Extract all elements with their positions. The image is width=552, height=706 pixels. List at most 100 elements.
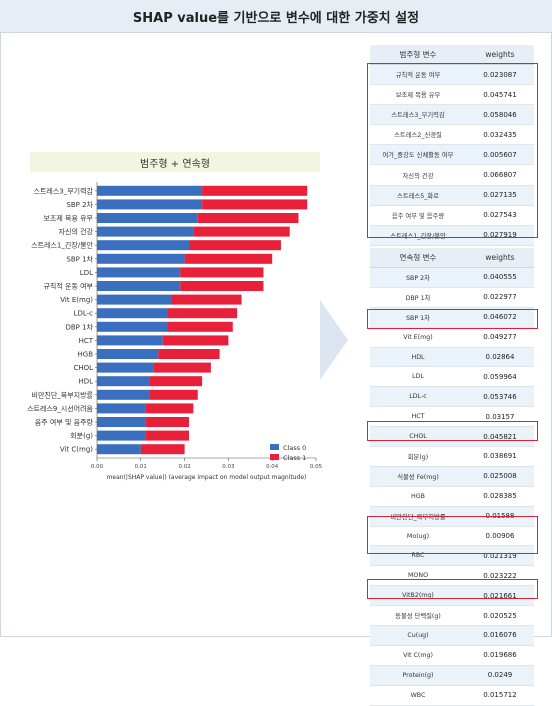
bar-segment-class-1	[184, 253, 273, 264]
bar-segment-class-1	[171, 294, 242, 305]
variable-name-cell: VitB2(mg)	[370, 585, 466, 607]
bar-segment-class-1	[167, 321, 233, 332]
table-header-weights: weights	[466, 248, 534, 268]
table-row: LDL 0.059964	[370, 366, 534, 388]
bar-segment-class-1	[162, 335, 229, 346]
weight-value-cell: 0.03157	[466, 406, 534, 428]
weight-value-cell: 0.027135	[466, 185, 534, 206]
x-tick-label: 0.03	[222, 464, 235, 470]
bar-segment-class-0	[97, 185, 203, 196]
x-tick-label: 0.01	[135, 464, 147, 470]
variable-name-cell: SBP 1차	[370, 307, 466, 328]
table-row: 음주 여부 및 음주량 0.027543	[370, 205, 534, 226]
bar-segment-class-0	[97, 226, 194, 237]
bar-segment-class-1	[153, 362, 211, 373]
bar-segment-class-0	[97, 308, 168, 319]
variable-name-cell: 규칙적 운동 여부	[370, 64, 466, 86]
table-row: DBP 1차 0.022977	[370, 287, 534, 308]
weight-value-cell: 0.01588	[466, 506, 534, 527]
bar-segment-class-0	[97, 267, 181, 278]
bar-segment-class-0	[97, 417, 146, 427]
weight-value-cell: 0.053746	[466, 386, 534, 408]
legend-label: Class 1	[283, 454, 306, 462]
weight-value-cell: 0.045821	[466, 426, 534, 448]
bar-segment-class-0	[97, 403, 146, 414]
variable-name-cell: Mo(ug)	[370, 526, 466, 547]
bar-segment-class-1	[180, 267, 264, 278]
legend-label: Class 0	[283, 444, 306, 452]
bar-segment-class-1	[188, 240, 281, 251]
variable-name-cell: 자신의 건강	[370, 164, 466, 186]
variable-name-cell: WBC	[370, 685, 466, 706]
weight-value-cell: 0.058046	[466, 104, 534, 126]
table-row: Mo(ug) 0.00906	[370, 526, 534, 547]
variable-name-cell: RBC	[370, 545, 466, 567]
variable-name-cell: LDL-c	[370, 386, 466, 408]
weight-value-cell: 0.025008	[466, 466, 534, 487]
table-row: LDL-c 0.053746	[370, 386, 534, 408]
variable-name-cell: 식물성 Fe(mg)	[370, 466, 466, 487]
table-row: MONO 0.023222	[370, 565, 534, 587]
bar-segment-class-0	[97, 253, 185, 264]
bar-segment-class-1	[197, 213, 299, 223]
table-header-variable: 범주형 변수	[370, 45, 466, 65]
weight-value-cell: 0.038691	[466, 446, 534, 467]
bar-segment-class-1	[149, 389, 198, 400]
table-row: 보조제 복용 유무 0.045741	[370, 84, 534, 106]
variable-name-cell: 보조제 복용 유무	[370, 84, 466, 106]
table-row: HDL 0.02864	[370, 347, 534, 368]
variable-name-cell: HDL	[370, 347, 466, 368]
variable-name-cell: 스트레스3_무기력감	[370, 104, 466, 126]
weight-value-cell: 0.049277	[466, 327, 534, 348]
y-tick-label: 규칙적 운동 여부	[43, 282, 93, 291]
y-tick-label: Vit E(mg)	[60, 296, 93, 304]
table-row: 스트레스3_무기력감 0.058046	[370, 104, 534, 126]
y-tick-label: 자신의 건강	[59, 227, 94, 236]
weight-value-cell: 0.022977	[466, 287, 534, 308]
table-row: HCT 0.03157	[370, 406, 534, 428]
bar-segment-class-1	[140, 444, 185, 455]
weight-value-cell: 0.023087	[466, 64, 534, 86]
table-row: Cu(ug) 0.016076	[370, 625, 534, 646]
weight-value-cell: 0.021319	[466, 545, 534, 567]
weight-value-cell: 0.040555	[466, 267, 534, 288]
table-header-weights: weights	[466, 45, 534, 65]
variable-name-cell: HCT	[370, 406, 466, 428]
table-row: SBP 1차 0.046072	[370, 307, 534, 328]
y-tick-label: 비만진단_복부지방률	[32, 390, 94, 399]
y-tick-label: LDL-c	[74, 310, 94, 318]
table-row: VitB2(mg) 0.021661	[370, 585, 534, 607]
bar-segment-class-1	[202, 199, 308, 210]
y-tick-label: CHOL	[73, 364, 93, 372]
page-title: SHAP value를 기반으로 변수에 대한 가중치 설정	[0, 0, 552, 33]
y-tick-label: LDL	[80, 269, 93, 277]
table-row: 비만진단_복부지방률 0.01588	[370, 506, 534, 527]
bar-segment-class-1	[145, 430, 189, 441]
y-tick-label: Vit C(mg)	[60, 446, 93, 454]
bar-segment-class-1	[202, 185, 308, 196]
table-row: RBC 0.021319	[370, 545, 534, 567]
variable-name-cell: LDL	[370, 366, 466, 388]
variable-name-cell: 회분(g)	[370, 446, 466, 467]
y-tick-label: SBP 2차	[66, 200, 93, 209]
legend-swatch	[270, 444, 279, 450]
x-tick-label: 0.00	[91, 464, 104, 470]
legend-swatch	[270, 454, 279, 460]
weight-value-cell: 0.02864	[466, 347, 534, 368]
y-tick-label: 음주 여부 및 음주량	[35, 418, 94, 427]
y-tick-label: HDL	[78, 378, 93, 386]
variable-name-cell: CHOL	[370, 426, 466, 448]
table-row: HGB 0.028385	[370, 486, 534, 507]
bar-segment-class-1	[145, 417, 189, 427]
bar-segment-class-0	[97, 213, 198, 223]
bar-segment-class-0	[97, 294, 172, 305]
arrow-right-icon	[320, 300, 348, 380]
variable-name-cell: 동물성 단백질(g)	[370, 605, 466, 627]
variable-name-cell: 스트레스1_긴장/불안	[370, 225, 466, 246]
weight-value-cell: 0.021661	[466, 585, 534, 607]
weight-value-cell: 0.0249	[466, 665, 534, 686]
weight-value-cell: 0.032435	[466, 124, 534, 146]
table-row: Protein(g) 0.0249	[370, 665, 534, 686]
variable-name-cell: Vit E(mg)	[370, 327, 466, 348]
